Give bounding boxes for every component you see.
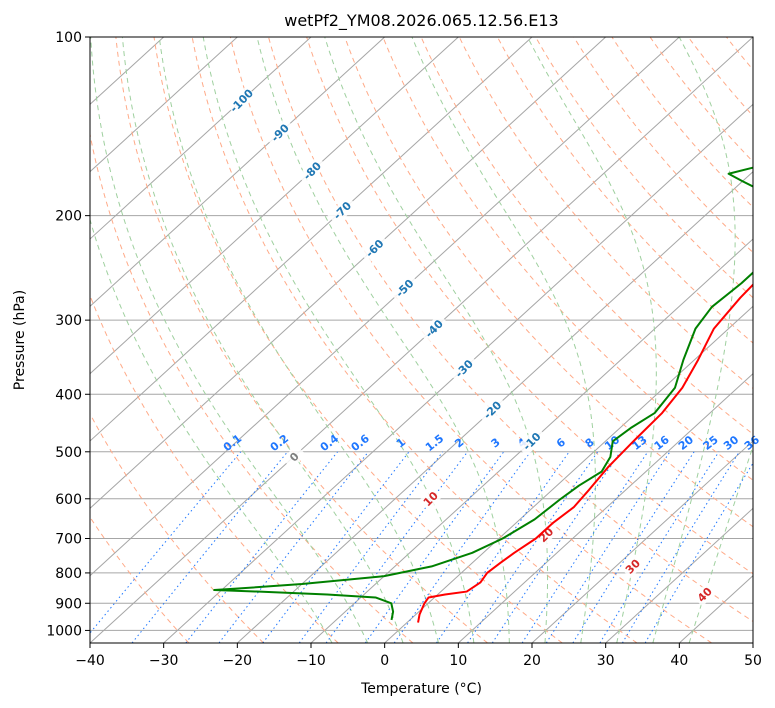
- dry-adiabat-line: [535, 37, 753, 299]
- isotherm-line: [236, 170, 753, 643]
- isotherm-line: [310, 238, 753, 643]
- isotherm-line: [531, 440, 753, 643]
- dry-adiabat-line: [649, 37, 753, 163]
- x-tick-label: 10: [449, 653, 467, 669]
- isotherm-line: [457, 372, 753, 643]
- moist-adiabat-line: [256, 37, 510, 643]
- moist-adiabat-label-bg: [282, 444, 307, 469]
- moist-adiabat-label-bg: [418, 486, 443, 511]
- isotherm-label-bg: [516, 426, 547, 457]
- x-tick-label: −40: [75, 653, 105, 669]
- dry-adiabat-line: [90, 294, 339, 643]
- y-tick-label: 800: [55, 566, 82, 582]
- y-tick-label: 600: [55, 492, 82, 508]
- y-tick-label: 1000: [46, 623, 82, 639]
- isotherm-line: [90, 37, 533, 442]
- dry-adiabat-line: [115, 37, 488, 643]
- isotherm-line: [90, 37, 238, 173]
- dry-adiabat-line: [382, 37, 753, 481]
- dry-adiabat-line: [90, 516, 190, 643]
- moist-adiabat-line: [158, 37, 439, 643]
- mixing-ratio-line: [545, 451, 671, 643]
- mixing-ratio-line: [131, 451, 288, 643]
- isotherm-label-bg: [359, 233, 390, 264]
- mixing-ratio-line: [599, 451, 720, 643]
- dry-adiabat-line: [90, 412, 264, 643]
- mixing-ratio-line: [521, 451, 649, 643]
- moist-adiabat-label-bg: [533, 522, 558, 547]
- axes: −40 −30 −20 −10 0 10 20 30 40 50 100 200 300 400 500 60…: [46, 30, 762, 669]
- moist-adiabat-line: [411, 37, 596, 643]
- isotherm-line: [90, 37, 312, 240]
- moist-adiabat-line: [652, 37, 736, 643]
- moist-adiabat-line: [324, 37, 549, 643]
- y-tick-label: 200: [55, 209, 82, 225]
- mixing-ratio-line: [621, 451, 740, 643]
- x-tick-label: 50: [744, 653, 762, 669]
- isotherm-line: [90, 37, 607, 510]
- moist-adiabat-line: [688, 444, 753, 643]
- isotherm-label-bg: [449, 353, 479, 384]
- y-tick-label: 900: [55, 596, 82, 612]
- moist-adiabat-label-bg: [620, 554, 645, 579]
- isotherm-line: [90, 37, 753, 643]
- x-tick-label: 30: [597, 653, 615, 669]
- isotherm-label-bg: [327, 195, 358, 226]
- y-tick-label: 500: [55, 445, 82, 461]
- chart-title: wetPf2_YM08.2026.065.12.56.E13: [284, 11, 558, 31]
- mixing-ratio-line: [185, 451, 338, 643]
- x-tick-label: 0: [380, 653, 389, 669]
- isotherm-label-bg: [389, 273, 420, 304]
- dry-adiabat-line: [191, 37, 638, 643]
- isotherm-label-bg: [226, 85, 257, 116]
- moist-adiabat-line: [90, 217, 333, 643]
- x-tick-label: −20: [223, 653, 253, 669]
- dry-adiabat-line: [306, 37, 753, 575]
- dry-adiabat-line: [90, 131, 414, 643]
- y-tick-label: 300: [55, 313, 82, 329]
- isotherm-label-bg: [297, 155, 327, 186]
- mixing-ratio-line: [436, 451, 570, 643]
- isotherm-line: [605, 507, 753, 643]
- x-tick-label: −10: [296, 653, 326, 669]
- isotherm-label-bg: [477, 395, 508, 425]
- line-labels: 0.10.20.40.611.52346810131620253036-100-…: [221, 85, 762, 607]
- mixing-ratio-line: [364, 451, 505, 643]
- isotherm-line: [90, 37, 459, 375]
- dewpoint-profile-line: [213, 166, 753, 621]
- isotherm-line: [90, 37, 680, 577]
- dry-adiabat-line: [573, 37, 753, 254]
- y-tick-label: 700: [55, 532, 82, 548]
- moist-adiabat-line: [202, 37, 475, 643]
- isotherm-label-bg: [419, 313, 449, 344]
- isotherm-line: [163, 103, 753, 643]
- moist-adiabat-line: [90, 37, 369, 643]
- dry-adiabat-line: [153, 37, 563, 643]
- x-axis-label: Temperature (°C): [360, 681, 482, 697]
- dry-adiabat-line: [611, 37, 753, 208]
- isotherm-label-bg: [265, 117, 295, 148]
- x-tick-label: −30: [149, 653, 179, 669]
- x-tick-label: 20: [523, 653, 541, 669]
- dry-adiabat-line: [420, 37, 753, 435]
- mixing-ratio-line: [90, 451, 242, 634]
- y-axis-label: Pressure (hPa): [12, 290, 28, 390]
- y-tick-label: 100: [55, 30, 82, 46]
- x-tick-label: 40: [670, 653, 688, 669]
- moist-adiabat-label-bg: [692, 582, 717, 607]
- mixing-ratio-line: [572, 451, 695, 643]
- y-tick-label: 400: [55, 387, 82, 403]
- plot-frame: [89, 36, 754, 644]
- mixing-ratio-line: [298, 451, 444, 643]
- dry-adiabat-line: [229, 37, 712, 643]
- mixing-ratio-line: [644, 462, 753, 643]
- profile-lines: [213, 166, 753, 623]
- temperature-profile-line: [417, 283, 753, 623]
